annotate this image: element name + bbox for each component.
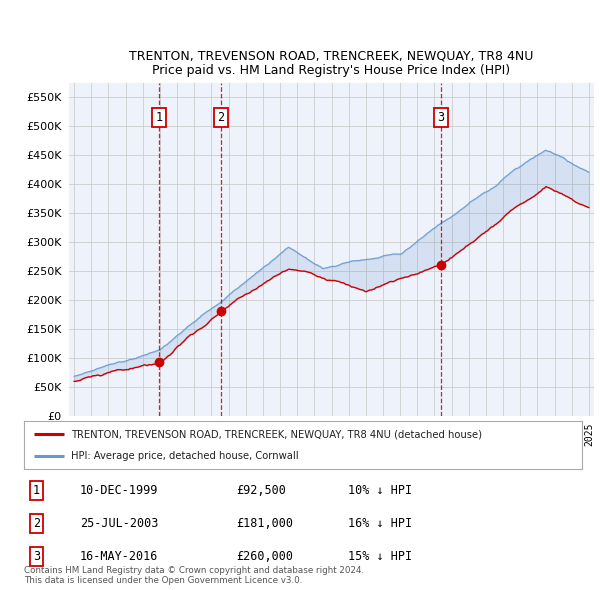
Text: 10% ↓ HPI: 10% ↓ HPI [347,484,412,497]
Text: HPI: Average price, detached house, Cornwall: HPI: Average price, detached house, Corn… [71,451,299,461]
Text: £181,000: £181,000 [236,517,293,530]
Text: 1: 1 [33,484,40,497]
Text: 15% ↓ HPI: 15% ↓ HPI [347,550,412,563]
Text: 3: 3 [437,111,445,124]
Text: £260,000: £260,000 [236,550,293,563]
Text: Contains HM Land Registry data © Crown copyright and database right 2024.
This d: Contains HM Land Registry data © Crown c… [24,566,364,585]
Text: 10-DEC-1999: 10-DEC-1999 [80,484,158,497]
Text: 2: 2 [33,517,40,530]
Text: TRENTON, TREVENSON ROAD, TRENCREEK, NEWQUAY, TR8 4NU (detached house): TRENTON, TREVENSON ROAD, TRENCREEK, NEWQ… [71,429,482,439]
Text: 1: 1 [155,111,163,124]
Text: 3: 3 [33,550,40,563]
Text: £92,500: £92,500 [236,484,286,497]
Title: TRENTON, TREVENSON ROAD, TRENCREEK, NEWQUAY, TR8 4NU
Price paid vs. HM Land Regi: TRENTON, TREVENSON ROAD, TRENCREEK, NEWQ… [130,50,533,77]
Text: 2: 2 [217,111,224,124]
Text: 16% ↓ HPI: 16% ↓ HPI [347,517,412,530]
Text: 25-JUL-2003: 25-JUL-2003 [80,517,158,530]
Text: 16-MAY-2016: 16-MAY-2016 [80,550,158,563]
